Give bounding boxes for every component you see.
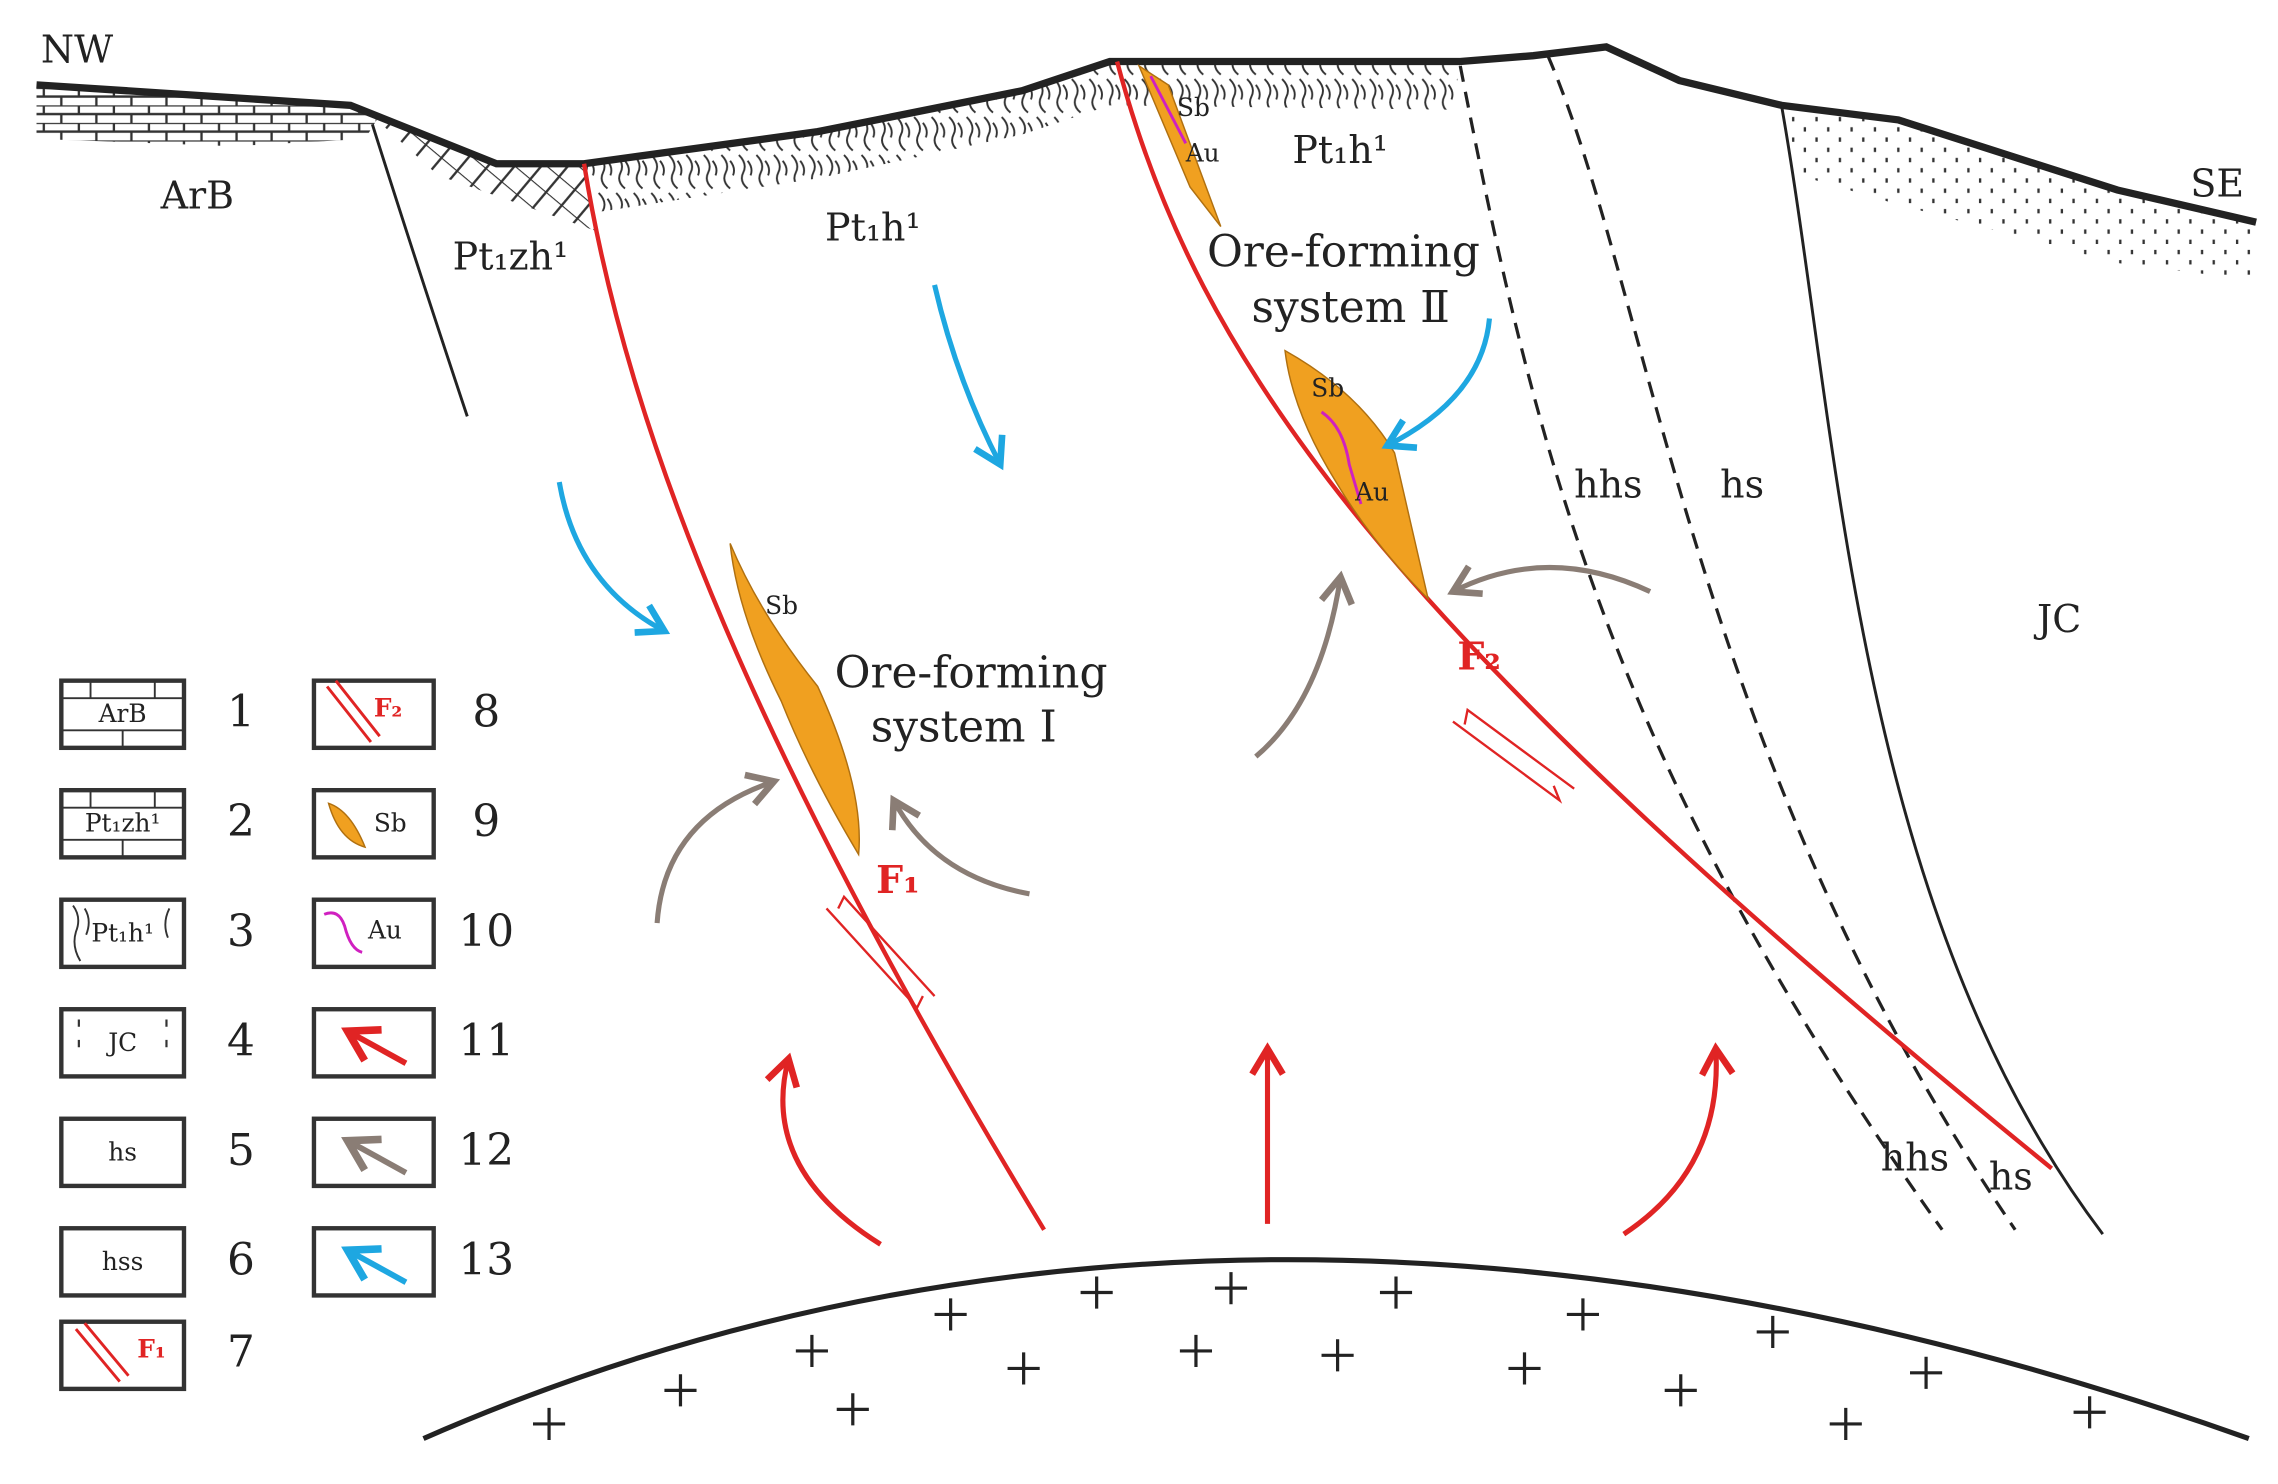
au-vein (1149, 75, 1188, 144)
legend-label: Pt₁h¹ (91, 918, 154, 947)
legend-box (59, 1319, 187, 1392)
unit-label: hs (1989, 1155, 2033, 1199)
legend-label: ArB (98, 699, 147, 728)
system-label: Ore-forming (835, 647, 1108, 698)
legend-label: Pt₁zh¹ (85, 809, 161, 838)
fault-sense (825, 707, 1575, 1010)
unit-label: ArB (160, 173, 234, 217)
legend-number: 3 (227, 906, 255, 957)
contact (370, 123, 469, 417)
intrusion (422, 1257, 2250, 1441)
ore-label: Sb (765, 591, 798, 620)
direction-label: NW (41, 27, 113, 71)
system-label: Ore-forming (1207, 227, 1480, 278)
contact (1546, 55, 2017, 1231)
legend-number: 8 (472, 687, 500, 738)
contact (1780, 105, 2104, 1235)
legend-box (311, 1226, 436, 1298)
legend-label: F₂ (374, 693, 402, 722)
system-label: system Ⅱ (1252, 282, 1450, 333)
ore-label: Sb (1311, 374, 1344, 403)
legend-label: F₁ (137, 1334, 165, 1363)
system-label: system Ⅰ (871, 701, 1057, 752)
hs-unit (1784, 105, 2257, 281)
legend-box (59, 1007, 187, 1079)
ore-label: Au (1185, 138, 1220, 167)
legend-number: 2 (227, 796, 255, 847)
legend-number: 5 (227, 1125, 255, 1176)
ptzh-unit (350, 105, 596, 231)
legend: ArB Pt₁zh¹ Pt₁h¹ JC hs hss F₁ F₂ Sb Au 1… (59, 678, 514, 1392)
arb-unit (36, 84, 377, 147)
legend-number: 11 (458, 1015, 514, 1066)
unit-label: hhs (1574, 462, 1642, 506)
magmatic-arrow (764, 1042, 1736, 1247)
fault-label: F₂ (1457, 634, 1501, 679)
legend-number: 9 (472, 796, 500, 847)
surface (36, 43, 2257, 226)
legend-box (311, 678, 436, 751)
legend-number: 7 (227, 1326, 255, 1377)
legend-label: hs (108, 1137, 137, 1166)
legend-label: JC (105, 1028, 137, 1057)
legend-box (59, 1116, 187, 1189)
ore-label: Au (1354, 477, 1389, 506)
legend-box (59, 1226, 187, 1298)
legend-box (59, 897, 187, 970)
unit-label: JC (2033, 597, 2081, 641)
legend-number: 1 (227, 687, 255, 738)
granite-symbol (532, 1272, 2106, 1441)
meteoric-arrow (556, 284, 1493, 636)
fault-f1 (581, 163, 1046, 1231)
legend-number: 13 (458, 1234, 514, 1285)
legend-box (311, 787, 436, 860)
au-vein (1320, 410, 1363, 505)
unit-label: Pt₁zh¹ (453, 235, 569, 279)
legend-label: Sb (374, 809, 407, 838)
fault-label: F₁ (876, 857, 920, 902)
ore-body (729, 63, 1430, 857)
unit-label: hs (1720, 462, 1764, 506)
legend-label: Au (367, 915, 402, 944)
contact (1458, 65, 1944, 1231)
unit-label: Pt₁h¹ (825, 205, 921, 249)
legend-number: 6 (227, 1234, 255, 1285)
direction-label: SE (2190, 162, 2244, 206)
legend-number: 10 (458, 906, 514, 957)
legend-number: 12 (458, 1125, 514, 1176)
pth-unit (584, 61, 1461, 212)
unit-label: hhs (1881, 1136, 1949, 1180)
legend-box (311, 897, 436, 970)
ore-label: Sb (1177, 93, 1210, 122)
unit-label: Pt₁h¹ (1292, 128, 1388, 172)
legend-number: 4 (227, 1015, 255, 1066)
legend-label: hss (102, 1247, 143, 1276)
formation-arrow (654, 564, 1652, 924)
